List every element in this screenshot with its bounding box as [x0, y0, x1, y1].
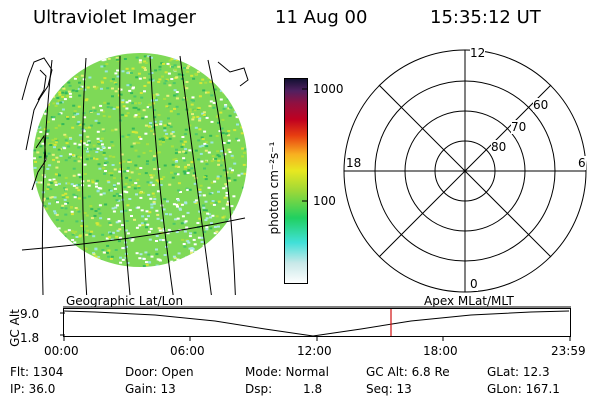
colorbar-unit-label: photon cm⁻²s⁻¹ — [267, 141, 281, 235]
timeline-geographic-label: Geographic Lat/Lon — [66, 294, 184, 308]
instrument-title: Ultraviolet Imager — [33, 7, 196, 28]
status-gc-altitude: GC Alt: 6.8 Re — [366, 365, 450, 379]
status-door: Door: Open — [125, 365, 194, 379]
status-glon: GLon: 167.1 — [487, 382, 560, 396]
altitude-curve — [63, 310, 570, 337]
timeline-xtick-1800: 18:00 — [423, 344, 458, 358]
lat-label-70: 70 — [511, 120, 527, 134]
status-gain: Gain: 13 — [125, 382, 176, 396]
status-ip: IP: 36.0 — [10, 382, 56, 396]
timeline-xtick-0000: 00:00 — [44, 344, 79, 358]
timeline-xtick-1200: 12:00 — [297, 344, 332, 358]
geographic-grid-lines — [21, 55, 246, 295]
colorbar-tick-1000: 1000 — [313, 82, 344, 96]
timeline-apex-label: Apex MLat/MLT — [424, 294, 514, 308]
polar-mlt-plot — [343, 49, 587, 293]
mlt-label-6: 6 — [578, 156, 586, 170]
mlt-label-12: 12 — [470, 46, 486, 60]
status-sequence: Seq: 13 — [366, 382, 412, 396]
lat-label-80: 80 — [491, 140, 507, 154]
timeline-xtick-0600: 06:00 — [170, 344, 205, 358]
mlt-label-0: 0 — [470, 277, 478, 291]
timeline-ytick-low: 1.8 — [20, 331, 40, 345]
intensity-colorbar — [284, 78, 308, 284]
status-glat: GLat: 12.3 — [487, 365, 550, 379]
uv-image-panel — [21, 53, 249, 295]
mlt-label-18: 18 — [346, 156, 362, 170]
altitude-timeline — [60, 306, 571, 341]
observation-date: 11 Aug 00 — [275, 7, 368, 28]
status-dsp: Dsp: — [245, 382, 273, 396]
status-flight: Flt: 1304 — [10, 365, 64, 379]
polar-diagonal-2 — [378, 84, 552, 258]
status-dsp-value: 1.8 — [303, 382, 323, 396]
observation-time: 15:35:12 UT — [430, 7, 541, 28]
timeline-frame — [63, 308, 571, 337]
colorbar-tick-100: 100 — [313, 194, 336, 208]
status-mode: Mode: Normal — [245, 365, 329, 379]
lat-label-60: 60 — [533, 98, 549, 112]
timeline-ytick-high: 9.0 — [20, 307, 40, 321]
timeline-xtick-marks — [63, 336, 571, 341]
timeline-xtick-2359: 23:59 — [551, 344, 586, 358]
